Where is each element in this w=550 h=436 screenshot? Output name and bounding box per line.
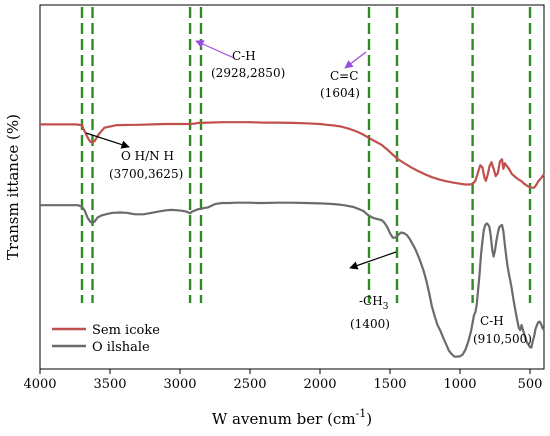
annotation-arrow — [85, 132, 130, 149]
annotation-oh-nh: O H/N H (3700,3625) — [85, 132, 183, 181]
marker-lines — [80, 7, 532, 303]
annotation-sublabel: (1400) — [350, 317, 390, 331]
annotation-label: C-H — [232, 49, 256, 63]
x-tick-label-1000: 1000 — [443, 377, 476, 392]
annotation-sublabel: (910,500) — [473, 332, 532, 346]
annotation-label-subscript: 3 — [383, 302, 389, 312]
x-tick-label-3000: 3000 — [163, 377, 196, 392]
annotation-label: C=C — [330, 69, 358, 83]
series-line-semicoke — [40, 121, 545, 189]
x-axis-title-superscript: -1 — [356, 407, 367, 420]
legend-label-oilshale: O ilshale — [92, 340, 150, 355]
legend: Sem icoke O ilshale — [52, 323, 160, 355]
y-axis-title: Transm ittance (%) — [4, 114, 22, 260]
annotation-ch-2928: C-H (2928,2850) — [195, 40, 285, 80]
x-axis-title-main: W avenum ber (cm — [212, 410, 356, 428]
annotation-ch3-1400: -CH3 (1400) — [349, 251, 397, 331]
x-axis-ticks: 4000 3500 3000 2500 2000 1500 1000 500 — [23, 369, 542, 392]
annotation-sublabel: (2928,2850) — [211, 66, 285, 80]
annotation-cc-1604: C=C (1604) — [320, 51, 367, 100]
x-axis-title: W avenum ber (cm-1) — [212, 407, 372, 428]
x-tick-label-500: 500 — [518, 377, 543, 392]
annotation-label: C-H — [480, 314, 504, 328]
annotation-label: -CH3 — [359, 294, 389, 312]
annotation-sublabel: (1604) — [320, 86, 360, 100]
annotation-sublabel: (3700,3625) — [109, 167, 183, 181]
x-tick-label-2500: 2500 — [233, 377, 266, 392]
series-line-oilshale — [40, 201, 545, 358]
legend-label-semicoke: Sem icoke — [92, 323, 160, 338]
annotation-label-main: -CH — [359, 294, 383, 308]
annotation-arrow — [344, 51, 367, 69]
x-axis-title-close: ) — [366, 410, 372, 428]
x-tick-label-4000: 4000 — [23, 377, 56, 392]
plot-frame — [39, 4, 545, 370]
x-tick-label-3500: 3500 — [93, 377, 126, 392]
annotation-label: O H/N H — [121, 149, 174, 163]
series-layer — [40, 121, 545, 358]
annotation-arrow — [349, 251, 397, 270]
annotation-ch-910: C-H (910,500) — [473, 314, 532, 346]
annotation-arrow — [195, 40, 235, 59]
x-tick-label-1500: 1500 — [373, 377, 406, 392]
x-tick-label-2000: 2000 — [303, 377, 336, 392]
